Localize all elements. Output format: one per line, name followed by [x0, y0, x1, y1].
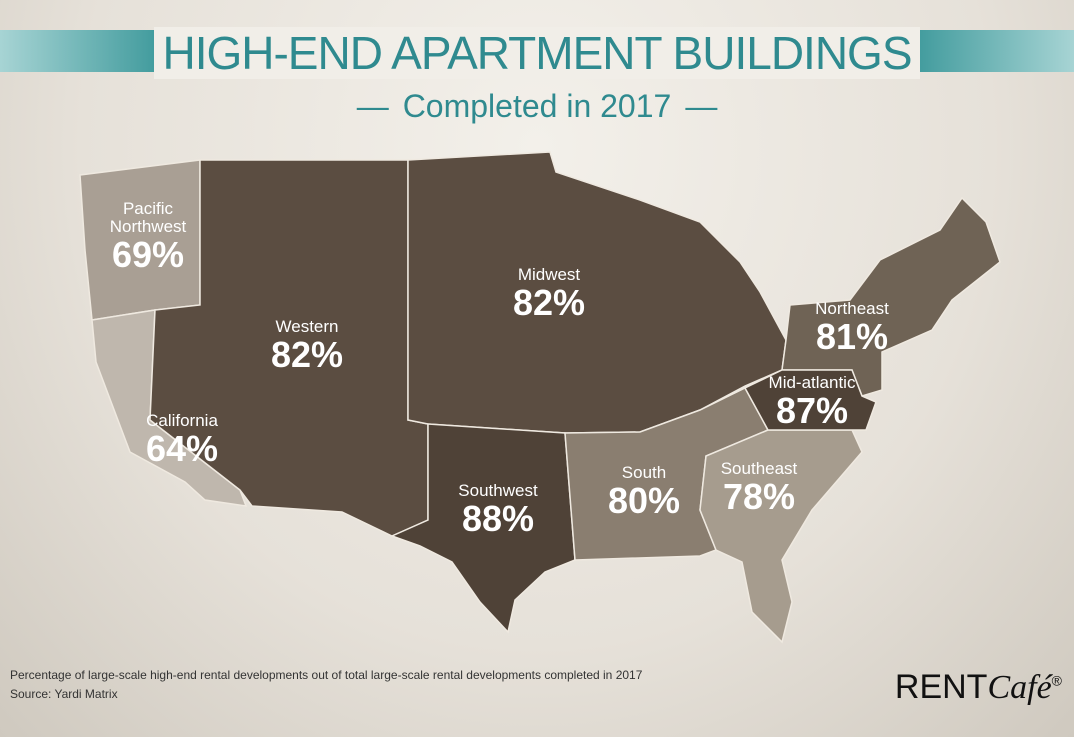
brand-italic: Café [987, 669, 1052, 706]
brand-main: RENT [894, 668, 988, 706]
region-value: 88% [461, 497, 535, 539]
brand-mark: ® [1051, 672, 1062, 689]
region-name: Southeast [720, 459, 798, 478]
title: HIGH-END APARTMENT BUILDINGS [0, 26, 1074, 80]
region-name: California [146, 411, 218, 430]
region-label: Southeast 78% [721, 460, 798, 516]
region-value: 81% [815, 315, 889, 357]
region-value: 78% [722, 475, 796, 517]
region [781, 196, 1001, 397]
region [407, 151, 787, 434]
footnote: Percentage of large-scale high-end renta… [10, 668, 643, 682]
region-label: Pacific Northwest 69% [108, 200, 188, 273]
region-value: 87% [775, 389, 849, 431]
region-label: Midwest 82% [513, 266, 585, 322]
subtitle: Completed in 2017 [0, 88, 1074, 125]
region-label: South 80% [608, 464, 680, 520]
region-label: Southwest 88% [458, 482, 537, 538]
region [743, 369, 877, 431]
title-text: HIGH-END APARTMENT BUILDINGS [154, 27, 920, 79]
region-name: Western [275, 317, 339, 336]
region-label: Mid-atlantic 87% [769, 374, 856, 430]
brand: RENTCafé® [895, 668, 1062, 707]
region [699, 429, 863, 644]
region-value: 80% [607, 479, 681, 521]
region-value: 64% [145, 427, 219, 469]
region-name: Midwest [517, 265, 581, 284]
region-value: 82% [512, 281, 586, 323]
region-name: Southwest [458, 481, 538, 500]
region-name: South [621, 463, 667, 482]
region-name: Northeast [815, 299, 889, 318]
region-name: Pacific Northwest [109, 199, 187, 236]
source: Source: Yardi Matrix [10, 687, 118, 701]
region-label: Western 82% [271, 318, 343, 374]
region-label: California 64% [146, 412, 218, 468]
region-value: 69% [111, 233, 185, 275]
region-label: Northeast 81% [815, 300, 889, 356]
region-name: Mid-atlantic [768, 373, 856, 392]
region-value: 82% [270, 333, 344, 375]
